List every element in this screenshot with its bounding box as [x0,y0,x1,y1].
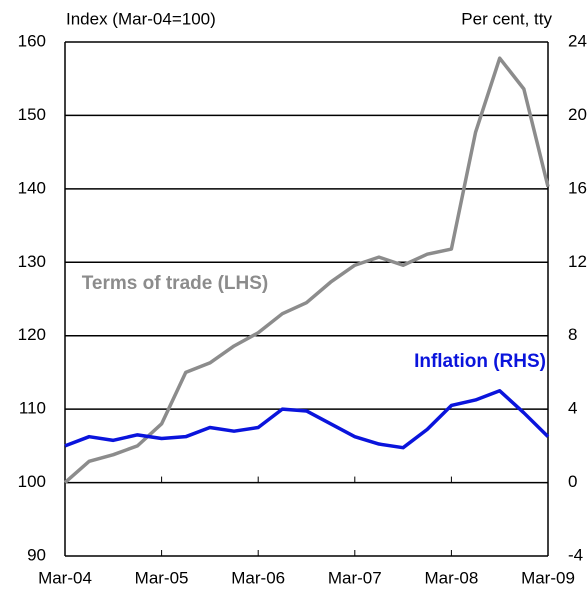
y2-tick-label: 12 [568,252,587,271]
y2-tick-label: 0 [568,472,577,491]
y-tick-label: 130 [18,252,46,271]
right-axis-title: Per cent, tty [461,9,552,28]
x-tick-label: Mar-09 [521,568,575,587]
y-tick-label: 110 [19,399,46,418]
y2-tick-label: 20 [568,105,587,124]
y-tick-label: 150 [18,105,46,124]
y-tick-label: 100 [18,472,46,491]
left-axis-title: Index (Mar-04=100) [66,9,216,28]
y2-tick-label: 8 [568,325,577,344]
y-tick-label: 120 [18,325,46,344]
y2-tick-label: -4 [568,545,583,564]
x-tick-label: Mar-05 [135,568,189,587]
x-tick-label: Mar-04 [38,568,92,587]
series-label: Inflation (RHS) [414,351,546,372]
y2-tick-label: 16 [568,178,587,197]
series-line [63,56,550,484]
y-tick-label: 160 [18,31,46,50]
series-line [64,389,550,450]
x-tick-label: Mar-06 [231,568,285,587]
x-tick-label: Mar-07 [328,568,382,587]
y2-tick-label: 24 [568,31,587,50]
x-tick-label: Mar-08 [424,568,478,587]
y2-tick-label: 4 [568,399,577,418]
series-label: Terms of trade (LHS) [81,273,269,294]
y-tick-label: 90 [27,545,46,564]
y-tick-label: 140 [18,178,46,197]
